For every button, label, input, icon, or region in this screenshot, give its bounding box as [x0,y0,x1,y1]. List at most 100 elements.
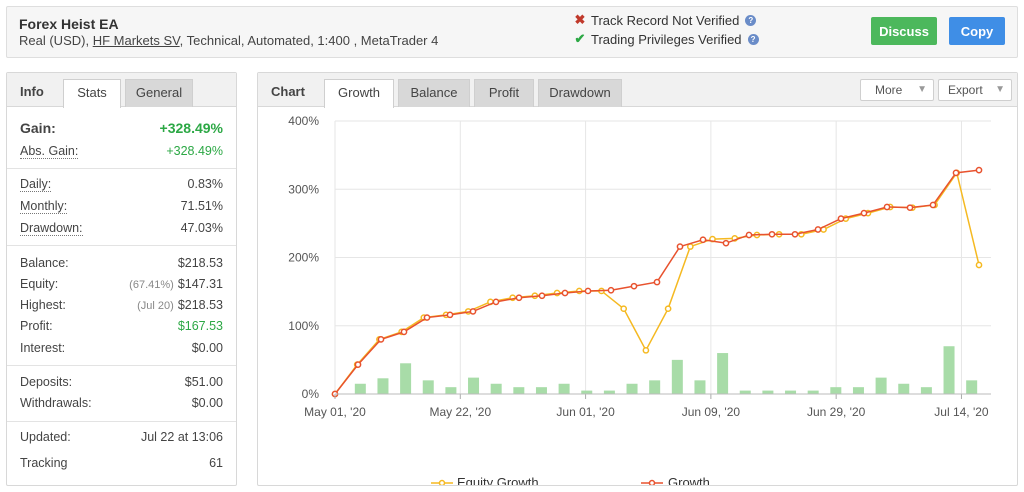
volume-bar [558,383,570,394]
tab-growth[interactable]: Growth [324,79,394,108]
equity-growth-point[interactable] [975,261,983,269]
daily-label[interactable]: Daily: [20,177,52,192]
x-tick-label: Jul 14, '20 [934,405,989,419]
growth-point[interactable] [423,314,431,321]
y-tick-label: 200% [288,251,319,265]
interest-label: Interest: [20,341,66,355]
details-suffix: , Technical, Automated, 1:400 , MetaTrad… [179,33,439,48]
details-prefix: Real (USD), [19,33,90,48]
equity-growth-point[interactable] [620,305,628,313]
trading-privileges-status: ✔ Trading Privileges Verified ? [573,31,759,47]
volume-bar [966,380,978,394]
growth-point[interactable] [561,289,569,297]
monthly-label[interactable]: Monthly: [20,199,68,214]
volume-bar [445,387,457,394]
deposits-label: Deposits: [20,375,73,389]
volume-bar [490,383,502,394]
withdrawals-value: $0.00 [191,396,223,410]
highest-value-group: (Jul 20) $218.53 [137,298,223,312]
growth-point[interactable] [699,236,707,244]
more-label: More [875,83,903,97]
withdrawals-row: Withdrawals: $0.00 [20,396,223,414]
equity-value-group: (67.41%) $147.31 [129,277,223,291]
growth-point[interactable] [377,336,385,343]
volume-bar [377,378,389,394]
volume-bar [717,353,729,394]
interest-row: Interest: $0.00 [20,341,223,359]
growth-point[interactable] [538,292,546,300]
volume-bar [603,390,615,394]
bar-series [354,346,978,394]
legend-equity-marker [438,479,446,485]
growth-point[interactable] [791,230,799,238]
monthly-row: Monthly: 71.51% [20,199,223,217]
legend-growth[interactable]: Growth [668,475,710,485]
withdrawals-label: Withdrawals: [20,396,92,410]
volume-bar [422,380,434,394]
growth-point[interactable] [837,215,845,222]
highest-date: (Jul 20) [137,300,174,312]
growth-point[interactable] [354,361,362,369]
track-record-text: Track Record Not Verified [591,12,740,28]
growth-point[interactable] [492,298,500,306]
growth-point[interactable] [883,203,891,211]
tab-stats[interactable]: Stats [63,79,121,108]
equity-growth-point[interactable] [642,346,650,354]
growth-point[interactable] [515,294,523,302]
growth-point[interactable] [906,204,914,212]
growth-point[interactable] [584,287,592,295]
growth-point[interactable] [745,231,753,239]
legend-equity-growth[interactable]: Equity Growth [457,475,539,485]
chevron-down-icon: ▼ [995,84,1005,95]
highest-value: $218.53 [177,298,223,312]
growth-point[interactable] [929,201,937,209]
x-tick-label: May 22, '20 [429,405,491,419]
y-tick-label: 300% [288,182,319,196]
more-dropdown[interactable]: More ▼ [860,79,934,101]
tab-balance[interactable]: Balance [398,79,470,107]
volume-bar [671,359,683,394]
balance-row: Balance: $218.53 [20,256,223,274]
volume-bar [535,387,547,394]
growth-point[interactable] [768,230,776,238]
updated-row: Updated: Jul 22 at 13:06 [20,430,223,448]
broker-link[interactable]: HF Markets SV [92,33,180,48]
growth-point[interactable] [607,286,615,294]
discuss-button[interactable]: Discuss [871,17,937,45]
tab-drawdown[interactable]: Drawdown [538,79,622,107]
tab-profit[interactable]: Profit [474,79,534,107]
help-icon[interactable]: ? [745,14,757,26]
growth-point[interactable] [860,209,868,217]
drawdown-label[interactable]: Drawdown: [20,221,83,236]
tab-general[interactable]: General [125,79,193,107]
growth-point[interactable] [469,308,477,315]
help-icon[interactable]: ? [747,33,759,45]
monthly-value: 71.51% [180,199,223,213]
volume-bar [830,387,842,394]
gain-value: +328.49% [159,120,223,136]
deposits-row: Deposits: $51.00 [20,375,223,393]
growth-point[interactable] [676,243,684,250]
copy-button[interactable]: Copy [949,17,1005,45]
growth-point[interactable] [952,169,960,177]
export-label: Export [948,83,983,97]
growth-point[interactable] [975,166,983,174]
equity-growth-point[interactable] [664,305,672,313]
growth-point[interactable] [446,311,454,319]
export-dropdown[interactable]: Export ▼ [938,79,1012,101]
volume-bar [649,380,661,394]
system-title: Forex Heist EA [19,16,119,32]
growth-point[interactable] [722,239,730,247]
abs-gain-label[interactable]: Abs. Gain: [20,144,79,159]
growth-point[interactable] [814,226,822,233]
growth-chart: 0% 100% 200% 300% 400% May 01, '20 May 22, '20… [288,114,991,485]
chart-legend[interactable]: Equity Growth Growth [431,475,710,485]
volume-bar [739,390,751,394]
growth-point[interactable] [653,278,661,286]
tracking-label: Tracking [20,456,68,470]
line-series [331,166,983,398]
drawdown-value: 47.03% [180,221,223,235]
updated-value: Jul 22 at 13:06 [140,430,223,444]
growth-point[interactable] [630,282,638,290]
growth-point[interactable] [400,328,408,336]
